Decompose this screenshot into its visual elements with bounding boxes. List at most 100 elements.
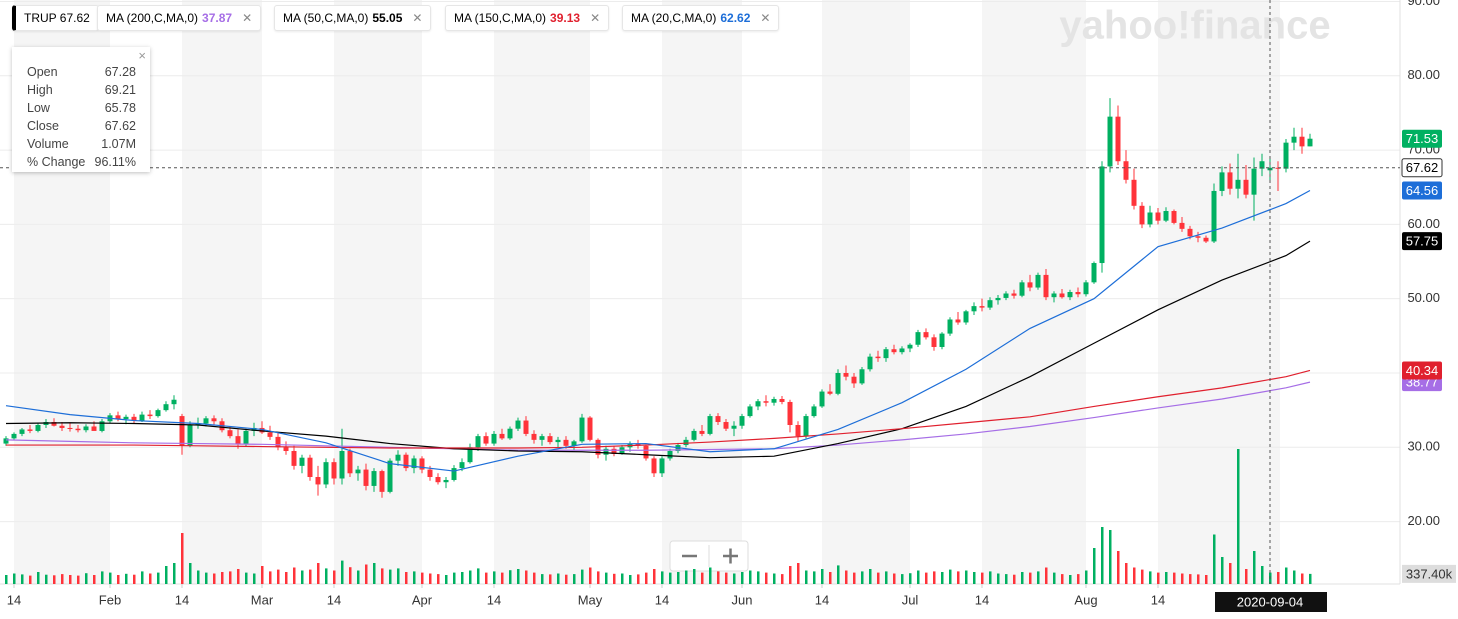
candle-body — [11, 433, 17, 439]
price-tag-label: 71.53 — [1406, 131, 1439, 146]
volume-bar — [1093, 548, 1096, 584]
volume-bar — [1109, 530, 1112, 584]
volume-bar — [93, 575, 96, 584]
legend-value: 55.05 — [372, 11, 403, 25]
volume-bar — [125, 573, 128, 584]
candle-body — [203, 418, 209, 424]
candle-body — [1123, 161, 1129, 180]
legend-name: MA (20,C,MA,0) — [631, 11, 717, 25]
volume-bar — [629, 575, 632, 584]
volume-bar — [141, 571, 144, 584]
candle-body — [1227, 172, 1233, 189]
tooltip-row: % Change 96.11% — [12, 153, 150, 171]
volume-tag-label: 337.40k — [1406, 566, 1453, 581]
x-tick-label: 14 — [975, 592, 989, 607]
candle-body — [1235, 179, 1241, 189]
candle-body — [907, 344, 913, 349]
volume-bar — [613, 573, 616, 584]
volume-bar — [789, 566, 792, 584]
candle-body — [1019, 282, 1025, 296]
volume-bar — [269, 571, 272, 584]
candle-body — [1203, 237, 1209, 242]
candle-body — [35, 424, 41, 431]
candle-body — [1043, 274, 1049, 298]
volume-bar — [853, 572, 856, 584]
candle-body — [747, 406, 753, 417]
tooltip-value: 67.62 — [104, 119, 136, 133]
candle-body — [915, 332, 921, 345]
volume-bar — [1221, 557, 1224, 584]
candle-body — [1155, 212, 1161, 221]
volume-bar — [933, 571, 936, 584]
volume-bar — [517, 569, 520, 584]
candle-body — [475, 436, 481, 448]
volume-bar — [181, 533, 184, 584]
volume-bar — [509, 570, 512, 584]
candle-body — [1163, 211, 1169, 221]
candle-body — [387, 460, 393, 492]
candle-body — [851, 376, 857, 384]
candle-body — [1195, 236, 1201, 238]
candle-body — [875, 356, 881, 359]
volume-bar — [45, 574, 48, 584]
candle-body — [1219, 172, 1225, 191]
volume-bar — [885, 571, 888, 584]
candle-body — [883, 349, 889, 359]
tooltip-row: Open 67.28 — [12, 63, 150, 81]
volume-bar — [109, 572, 112, 584]
price-tag-label: 57.75 — [1406, 234, 1439, 249]
candle-body — [1091, 263, 1097, 283]
volume-bar — [37, 572, 40, 584]
candle-body — [459, 462, 465, 469]
legend-remove[interactable]: ✕ — [242, 11, 253, 25]
legend-remove[interactable]: ✕ — [590, 11, 601, 25]
candle-body — [939, 333, 945, 347]
volume-bar — [85, 573, 88, 584]
tooltip-label: % Change — [27, 155, 86, 169]
candle-body — [779, 398, 785, 402]
volume-bar — [1085, 570, 1088, 584]
volume-bar — [437, 574, 440, 584]
x-tick-label: 14 — [1151, 592, 1165, 607]
y-tick-label: 90.00 — [1407, 0, 1440, 8]
legend-item[interactable]: MA (150,C,MA,0) 39.13 ✕ — [445, 5, 610, 31]
candle-body — [795, 424, 801, 437]
candle-body — [187, 424, 193, 446]
legend-item[interactable]: MA (50,C,MA,0) 55.05 ✕ — [274, 5, 432, 31]
candle-body — [115, 415, 121, 420]
legend-remove[interactable]: ✕ — [412, 11, 423, 25]
legend-item[interactable]: MA (20,C,MA,0) 62.62 ✕ — [622, 5, 780, 31]
legend-remove[interactable]: ✕ — [760, 11, 771, 25]
zoom-controls[interactable] — [669, 540, 749, 572]
price-tag-label: 67.62 — [1406, 160, 1439, 175]
crosshair-date: 2020-09-04 — [1237, 594, 1304, 609]
candle-body — [1059, 293, 1065, 298]
volume-bar — [421, 572, 424, 584]
candle-body — [299, 457, 305, 466]
candle-body — [1187, 228, 1193, 237]
legend-item[interactable]: TRUP 67.62 — [12, 5, 99, 31]
legend-item[interactable]: MA (200,C,MA,0) 37.87 ✕ — [97, 5, 262, 31]
candle-body — [355, 469, 361, 474]
volume-bar — [229, 571, 232, 584]
candle-body — [171, 399, 177, 405]
volume-bar — [541, 574, 544, 584]
volume-bar — [277, 569, 280, 584]
candle-body — [971, 306, 977, 312]
x-tick-label: Apr — [412, 592, 433, 607]
x-tick-label: Aug — [1074, 592, 1097, 607]
volume-bar — [917, 570, 920, 584]
candle-body — [867, 356, 873, 370]
volume-bar — [373, 563, 376, 584]
volume-bar — [965, 570, 968, 584]
close-icon[interactable]: × — [138, 48, 146, 63]
volume-bar — [205, 572, 208, 584]
volume-bar — [413, 571, 416, 584]
candle-body — [835, 372, 841, 394]
candle-body — [51, 422, 57, 426]
volume-bar — [1165, 572, 1168, 584]
tooltip-value: 65.78 — [104, 101, 136, 115]
volume-bar — [549, 574, 552, 584]
volume-bar — [149, 573, 152, 584]
